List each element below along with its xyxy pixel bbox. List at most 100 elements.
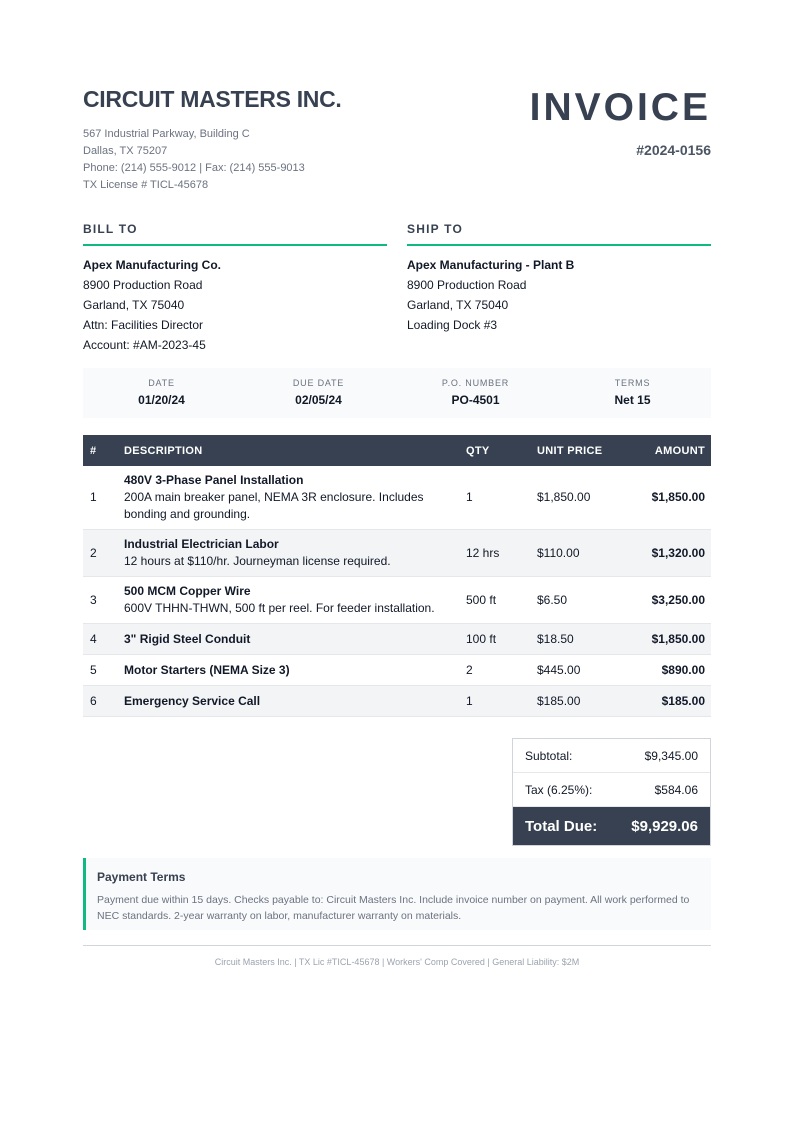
- row-number: 4: [83, 623, 124, 655]
- bill-to: BILL TO Apex Manufacturing Co. 8900 Prod…: [83, 222, 387, 355]
- row-qty: 500 ft: [466, 576, 537, 624]
- col-unit-price: UNIT PRICE: [537, 435, 627, 466]
- item-title: Industrial Electrician Labor: [124, 537, 279, 551]
- invoice-title: INVOICE: [529, 86, 711, 129]
- row-unit-price: $6.50: [537, 576, 627, 624]
- ship-to-line: Apex Manufacturing - Plant B: [407, 258, 575, 272]
- row-qty: 100 ft: [466, 623, 537, 655]
- row-number: 3: [83, 576, 124, 624]
- phone-line: Phone: (214) 555-9012 | Fax: (214) 555-9…: [83, 162, 305, 174]
- table-row: 4 3" Rigid Steel Conduit 100 ft $18.50 $…: [83, 623, 711, 655]
- table-row: 6 Emergency Service Call 1 $185.00 $185.…: [83, 685, 711, 717]
- row-description: 480V 3-Phase Panel Installation 200A main…: [124, 466, 466, 530]
- payment-terms-text: Payment due within 15 days. Checks payab…: [97, 894, 690, 922]
- row-number: 2: [83, 529, 124, 577]
- row-description: Emergency Service Call: [124, 685, 466, 717]
- row-qty: 12 hrs: [466, 529, 537, 577]
- row-unit-price: $185.00: [537, 685, 627, 717]
- row-description: 3" Rigid Steel Conduit: [124, 623, 466, 655]
- row-amount: $1,320.00: [627, 529, 711, 577]
- ship-to-heading: SHIP TO: [407, 222, 711, 246]
- bill-to-line: Apex Manufacturing Co.: [83, 258, 222, 272]
- row-unit-price: $110.00: [537, 529, 627, 577]
- info-value: 02/05/24: [295, 393, 342, 407]
- row-unit-price: $445.00: [537, 654, 627, 686]
- ship-to-line: 8900 Production Road: [407, 278, 527, 292]
- row-unit-price: $18.50: [537, 623, 627, 655]
- bill-to-line: Garland, TX 75040: [83, 298, 185, 312]
- payment-terms: Payment Terms Payment due within 15 days…: [83, 858, 711, 930]
- info-field: DATE 01/20/24: [83, 368, 240, 418]
- row-unit-price: $1,850.00: [537, 466, 627, 530]
- col-amount: AMOUNT: [627, 435, 711, 466]
- company-name: CIRCUIT MASTERS INC.: [83, 86, 342, 112]
- table-row: 3 500 MCM Copper Wire 600V THHN-THWN, 500…: [83, 576, 711, 624]
- row-qty: 2: [466, 654, 537, 686]
- line-items-table: # DESCRIPTION QTY UNIT PRICE AMOUNT 1 48…: [83, 435, 711, 717]
- item-title: 3" Rigid Steel Conduit: [124, 631, 251, 646]
- row-description: Motor Starters (NEMA Size 3): [124, 654, 466, 686]
- info-field: TERMS Net 15: [554, 368, 711, 418]
- ship-to-line: Garland, TX 75040: [407, 298, 509, 312]
- row-number: 5: [83, 654, 124, 686]
- col-qty: QTY: [466, 435, 537, 466]
- row-number: 1: [83, 466, 124, 530]
- item-detail: 600V THHN-THWN, 500 ft per reel. For fee…: [124, 601, 435, 615]
- row-amount: $1,850.00: [627, 466, 711, 530]
- row-qty: 1: [466, 685, 537, 717]
- footer-text: Circuit Masters Inc. | TX Lic #TICL-4567…: [214, 957, 580, 967]
- info-value: Net 15: [614, 393, 651, 407]
- info-label: TERMS: [614, 378, 651, 388]
- total-value: $9,929.06: [631, 817, 698, 835]
- row-amount: $3,250.00: [627, 576, 711, 624]
- row-number: 6: [83, 685, 124, 717]
- row-amount: $1,850.00: [627, 623, 711, 655]
- item-detail: 12 hours at $110/hr. Journeyman license …: [124, 554, 391, 568]
- bill-to-line: 8900 Production Road: [83, 278, 203, 292]
- tax-row: Tax (6.25%): $584.06: [513, 773, 710, 807]
- info-label: DATE: [148, 378, 175, 388]
- row-amount: $185.00: [627, 685, 711, 717]
- row-qty: 1: [466, 466, 537, 530]
- tax-label: Tax (6.25%):: [525, 782, 593, 797]
- info-label: DUE DATE: [292, 378, 345, 388]
- info-value: 01/20/24: [138, 393, 185, 407]
- address-line: 567 Industrial Parkway, Building C: [83, 128, 250, 140]
- license-line: TX License # TICL-45678: [83, 179, 209, 191]
- item-title: Emergency Service Call: [124, 693, 261, 708]
- col-number: #: [83, 435, 124, 466]
- invoice-info-bar: DATE 01/20/24 DUE DATE 02/05/24 P.O. NUMBER P…: [83, 368, 711, 418]
- item-detail: 200A main breaker panel, NEMA 3R enclosu…: [124, 490, 424, 521]
- company-address: 567 Industrial Parkway, Building C Dalla…: [83, 126, 305, 194]
- table-row: 5 Motor Starters (NEMA Size 3) 2 $445.00…: [83, 654, 711, 686]
- subtotal-label: Subtotal:: [525, 748, 573, 763]
- info-field: P.O. NUMBER PO-4501: [397, 368, 554, 418]
- col-description: DESCRIPTION: [124, 435, 466, 466]
- bill-to-line: Account: #AM-2023-45: [83, 338, 206, 352]
- totals-box: Subtotal: $9,345.00 Tax (6.25%): $584.06 T…: [512, 738, 711, 846]
- table-row: 1 480V 3-Phase Panel Installation 200A ma…: [83, 466, 711, 530]
- total-label: Total Due:: [525, 817, 598, 835]
- ship-to: SHIP TO Apex Manufacturing - Plant B 890…: [407, 222, 711, 335]
- info-label: P.O. NUMBER: [441, 378, 510, 388]
- address-line: Dallas, TX 75207: [83, 145, 168, 157]
- info-value: PO-4501: [451, 393, 500, 407]
- row-amount: $890.00: [627, 654, 711, 686]
- item-title: 480V 3-Phase Panel Installation: [124, 473, 304, 487]
- invoice-number: #2024-0156: [636, 142, 711, 158]
- payment-terms-heading: Payment Terms: [97, 870, 186, 884]
- row-description: 500 MCM Copper Wire 600V THHN-THWN, 500 f…: [124, 576, 466, 624]
- subtotal-value: $9,345.00: [644, 748, 698, 763]
- ship-to-line: Loading Dock #3: [407, 318, 498, 332]
- total-row: Total Due: $9,929.06: [513, 807, 710, 845]
- footer-divider: [83, 945, 711, 946]
- bill-to-line: Attn: Facilities Director: [83, 318, 204, 332]
- info-field: DUE DATE 02/05/24: [240, 368, 397, 418]
- bill-to-heading: BILL TO: [83, 222, 387, 246]
- tax-value: $584.06: [654, 782, 698, 797]
- item-title: 500 MCM Copper Wire: [124, 584, 251, 598]
- table-row: 2 Industrial Electrician Labor 12 hours a…: [83, 529, 711, 577]
- row-description: Industrial Electrician Labor 12 hours at …: [124, 529, 466, 577]
- item-title: Motor Starters (NEMA Size 3): [124, 662, 290, 677]
- subtotal-row: Subtotal: $9,345.00: [513, 739, 710, 773]
